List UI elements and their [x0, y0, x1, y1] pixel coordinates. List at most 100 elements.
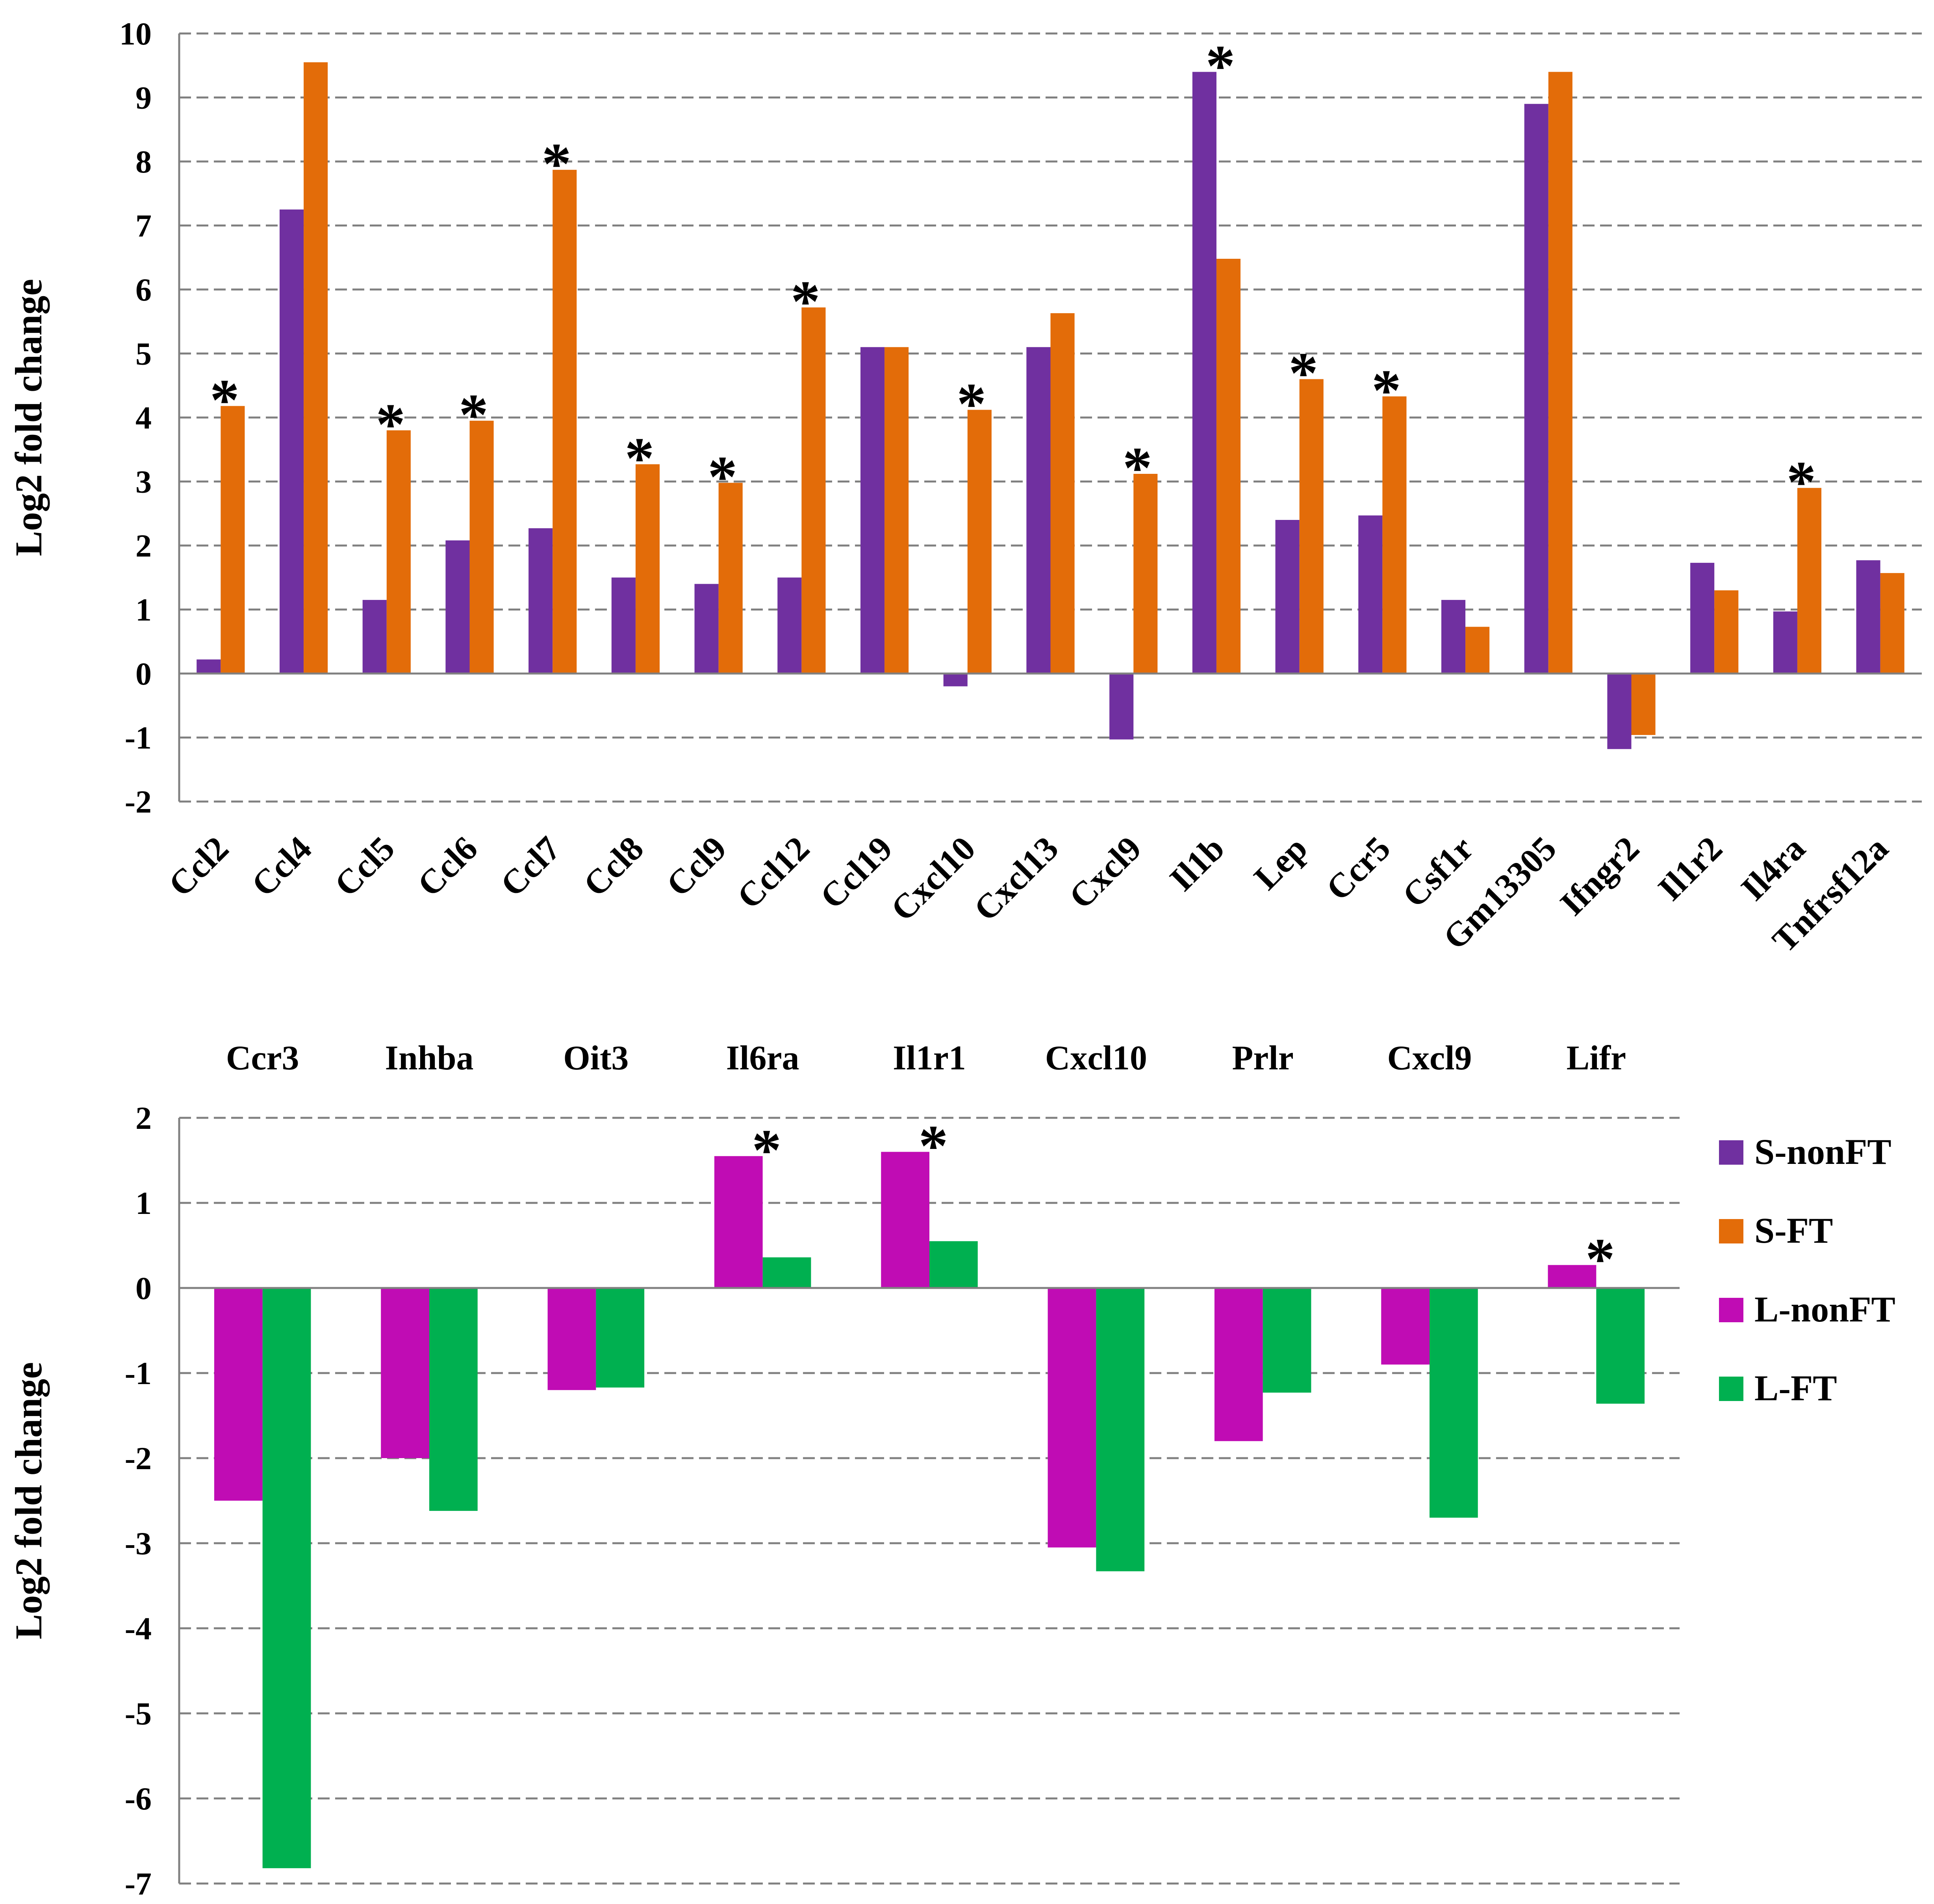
y-tick-label: 1 [135, 592, 152, 628]
bar-l-nonft-prlr [1214, 1288, 1263, 1441]
bar-s-ft-ccr5 [1382, 396, 1407, 674]
bar-l-ft-il6ra [762, 1257, 811, 1288]
y-tick-label: 2 [135, 1100, 152, 1136]
bar-s-ft-ccl6 [469, 421, 494, 674]
y-tick-label: 7 [135, 208, 152, 244]
bar-s-nonft-ccl8 [611, 577, 636, 674]
y-tick-label: -1 [125, 720, 152, 756]
legend-swatch-s-ft [1719, 1219, 1743, 1243]
y-tick-label: -7 [125, 1866, 152, 1902]
y-tick-label: 9 [135, 80, 152, 116]
y-axis-title: Log2 fold change [7, 279, 50, 556]
significance-marker-cxcl9: * [1123, 435, 1152, 501]
bar-s-ft-csf1r [1465, 627, 1490, 674]
bottom-chart: -7 -6 -5 -4 -3 -2 -1 0 1 2 Log2 fold change Ccr3 Inh… [7, 1039, 1680, 1902]
significance-marker-cxcl10: * [957, 371, 986, 437]
significance-marker-il1r1: * [919, 1113, 948, 1178]
significance-marker-il1b: * [1205, 33, 1235, 99]
category-label-cxcl9: Cxcl9 [1387, 1039, 1472, 1077]
bar-l-nonft-inhba [381, 1288, 429, 1458]
bar-s-ft-gm13305 [1548, 72, 1572, 674]
bar-s-ft-cxcl13 [1050, 313, 1075, 674]
bar-l-nonft-cxcl10 [1048, 1288, 1096, 1548]
y-tick-label: -4 [125, 1611, 152, 1646]
bar-s-nonft-cxcl9 [1109, 674, 1134, 740]
bar-s-nonft-ccl2 [197, 659, 221, 674]
bar-s-nonft-csf1r [1441, 600, 1466, 674]
legend-swatch-l-ft [1719, 1377, 1743, 1401]
category-label-cxcl10: Cxcl10 [1045, 1039, 1147, 1077]
y-tick-label: 0 [135, 656, 152, 692]
legend-label-l-ft: L-FT [1754, 1368, 1837, 1408]
bar-s-ft-lep [1299, 379, 1324, 674]
bar-l-nonft-il1r1 [881, 1152, 929, 1288]
bar-l-ft-oit3 [596, 1288, 645, 1388]
significance-marker-ccl8: * [625, 426, 654, 491]
bar-s-ft-ccl12 [801, 307, 826, 674]
bar-l-nonft-oit3 [547, 1288, 596, 1390]
bar-l-nonft-il6ra [714, 1156, 763, 1288]
y-tick-label: 3 [135, 464, 152, 500]
bar-s-ft-ccl5 [386, 430, 411, 674]
bar-s-nonft-ccr5 [1358, 515, 1383, 674]
bar-s-ft-il1b [1216, 259, 1241, 674]
bar-s-nonft-cxcl10 [943, 674, 968, 687]
bar-l-nonft-cxcl9 [1381, 1288, 1430, 1365]
y-tick-label: 2 [135, 528, 152, 564]
significance-marker-ccr5: * [1372, 358, 1401, 423]
bar-s-ft-tnfrsf12a [1880, 573, 1904, 674]
legend-label-s-ft: S-FT [1754, 1210, 1833, 1251]
bar-s-ft-il1r2 [1714, 590, 1739, 674]
legend: S-nonFT S-FT L-nonFT L-FT [1719, 1132, 1895, 1408]
bar-s-nonft-il1r2 [1690, 562, 1715, 674]
y-tick-label: 6 [135, 272, 152, 308]
bar-s-nonft-ccl4 [279, 209, 304, 674]
significance-marker-ccl5: * [376, 392, 405, 457]
bar-l-nonft-lifr [1548, 1265, 1597, 1288]
bar-s-ft-cxcl10 [967, 410, 992, 674]
bar-s-ft-ifngr2 [1631, 674, 1656, 735]
y-tick-label: 8 [135, 144, 152, 180]
bar-s-ft-ccl8 [635, 464, 660, 674]
significance-marker-lifr: * [1585, 1227, 1615, 1292]
bar-s-nonft-gm13305 [1524, 104, 1548, 674]
category-label-il1r1: Il1r1 [893, 1039, 966, 1077]
y-tick-label: 10 [119, 16, 152, 52]
bar-s-ft-il4ra [1797, 488, 1822, 674]
y-tick-label: 0 [135, 1270, 152, 1306]
bar-l-nonft-ccr3 [214, 1288, 263, 1501]
bar-s-nonft-cxcl13 [1026, 347, 1051, 674]
bar-s-nonft-ccl9 [694, 584, 719, 674]
bar-s-nonft-tnfrsf12a [1856, 560, 1880, 674]
legend-label-l-nonft: L-nonFT [1754, 1289, 1895, 1329]
bar-s-ft-ccl4 [304, 62, 328, 674]
category-label-ccr3: Ccr3 [226, 1039, 299, 1077]
category-label-lifr: Lifr [1567, 1039, 1626, 1077]
bar-s-ft-ccl19 [884, 347, 909, 674]
y-tick-label: -3 [125, 1525, 152, 1561]
legend-swatch-l-nonft [1719, 1298, 1743, 1322]
significance-marker-ccl2: * [210, 367, 239, 433]
y-tick-label: -5 [125, 1696, 152, 1731]
bar-s-nonft-lep [1275, 520, 1300, 674]
bar-l-ft-ccr3 [262, 1288, 311, 1869]
category-label-il6ra: Il6ra [726, 1039, 799, 1077]
bar-s-ft-cxcl9 [1133, 474, 1158, 674]
bar-l-ft-lifr [1596, 1288, 1645, 1404]
legend-label-s-nonft: S-nonFT [1754, 1132, 1891, 1172]
bar-l-ft-cxcl10 [1096, 1288, 1145, 1572]
y-axis-title: Log2 fold change [7, 1362, 50, 1639]
bar-s-ft-ccl7 [553, 170, 577, 674]
significance-marker-il4ra: * [1786, 449, 1816, 515]
bar-s-ft-ccl2 [221, 406, 245, 674]
bar-l-ft-inhba [429, 1288, 478, 1511]
bar-s-nonft-ccl19 [860, 347, 885, 674]
significance-marker-ccl6: * [459, 382, 488, 447]
bar-s-nonft-ccl5 [362, 600, 387, 674]
bar-s-nonft-ccl12 [777, 577, 802, 674]
bar-s-ft-ccl9 [718, 482, 743, 674]
bar-l-ft-cxcl9 [1430, 1288, 1478, 1518]
y-tick-label: 1 [135, 1185, 152, 1221]
category-label-inhba: Inhba [385, 1039, 473, 1077]
